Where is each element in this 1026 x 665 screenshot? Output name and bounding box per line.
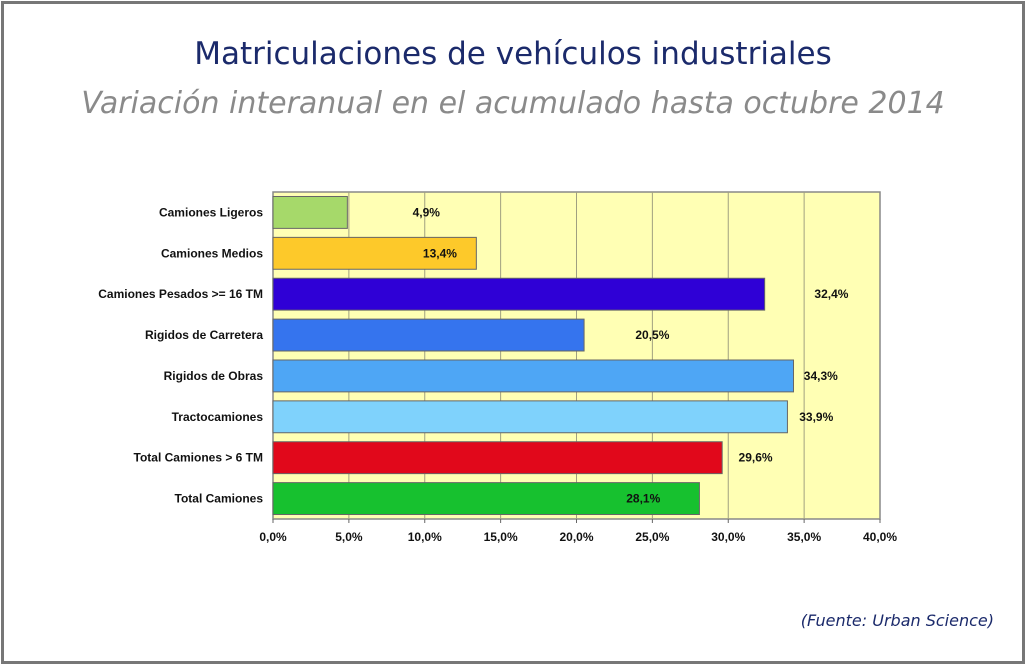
bar [272, 277, 766, 311]
bar [272, 236, 477, 270]
x-tick-label: 10,0% [408, 530, 442, 544]
data-label: 32,4% [814, 287, 848, 301]
category-label: Total Camiones [175, 492, 264, 506]
data-label: 4,9% [413, 205, 441, 219]
x-tick-label: 25,0% [635, 530, 669, 544]
data-label: 33,9% [799, 410, 833, 424]
x-tick-label: 20,0% [559, 530, 593, 544]
bar [272, 318, 585, 352]
category-label: Camiones Ligeros [159, 205, 263, 219]
data-label: 28,1% [626, 492, 660, 506]
x-tick-label: 0,0% [259, 530, 287, 544]
bar [272, 400, 788, 434]
category-label: Camiones Pesados >= 16 TM [98, 287, 263, 301]
data-label: 13,4% [423, 246, 457, 260]
source-note: (Fuente: Urban Science) [800, 611, 994, 630]
x-tick-label: 30,0% [711, 530, 745, 544]
category-label: Camiones Medios [161, 246, 263, 260]
bar [272, 195, 348, 229]
x-tick-label: 35,0% [787, 530, 821, 544]
data-label: 20,5% [635, 328, 669, 342]
category-label: Rigidos de Obras [164, 369, 264, 383]
data-label: 29,6% [739, 451, 773, 465]
category-label: Tractocamiones [172, 410, 264, 424]
x-tick-label: 15,0% [484, 530, 518, 544]
bar [272, 359, 795, 393]
x-tick-label: 5,0% [335, 530, 363, 544]
data-label: 34,3% [804, 369, 838, 383]
category-label: Rigidos de Carretera [145, 328, 263, 342]
chart-title: Matriculaciones de vehículos industriale… [194, 36, 832, 72]
x-tick-label: 40,0% [863, 530, 897, 544]
chart-subtitle: Variación interanual en el acumulado has… [81, 86, 945, 121]
bar [272, 482, 700, 516]
bar [272, 441, 723, 475]
category-label: Total Camiones > 6 TM [134, 451, 263, 465]
